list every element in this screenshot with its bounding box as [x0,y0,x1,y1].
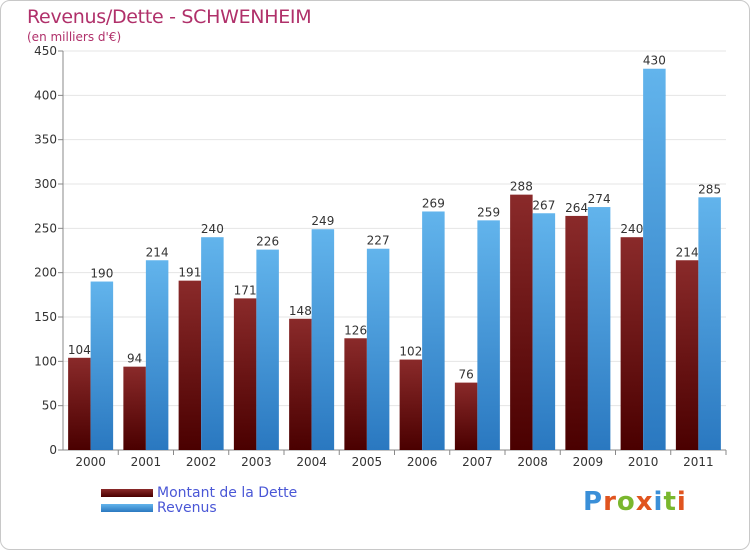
revenue-bar [643,68,666,450]
debt-bar [123,366,146,450]
debt-value-label: 76 [458,368,473,382]
x-tick-label: 2008 [517,455,548,469]
debt-value-label: 126 [344,323,367,337]
proxiti-logo-letter: t [663,487,677,517]
x-tick-label: 2003 [241,455,272,469]
revenue-bar [145,260,169,450]
x-tick-label: 2011 [683,455,714,469]
legend: Montant de la Dette Revenus [101,484,298,516]
proxiti-logo-letter: o [616,487,636,517]
revenue-bar [256,249,279,450]
debt-bar [675,260,699,450]
y-tick-label: 50 [42,399,57,413]
debt-value-label: 288 [510,180,533,194]
revenue-bar [90,281,114,450]
revenue-value-label: 430 [643,54,666,68]
chart-title: Revenus/Dette - SCHWENHEIM [27,6,312,28]
chart-subtitle: (en milliers d'€) [27,30,122,44]
legend-item-debt: Montant de la Dette [101,484,298,501]
debt-bar [565,215,588,450]
legend-item-revenue: Revenus [101,499,297,516]
x-tick-label: 2010 [628,455,659,469]
debt-value-label: 171 [234,283,257,297]
revenue-value-label: 226 [256,235,279,249]
bars [68,68,721,450]
debt-bar [233,298,257,450]
x-tick-label: 2006 [407,455,438,469]
revenue-value-label: 267 [532,198,555,212]
debt-value-label: 94 [127,352,142,366]
debt-value-label: 214 [676,245,699,259]
revenue-value-label: 274 [588,192,611,206]
legend-label-debt: Montant de la Dette [157,484,298,501]
revenue-value-label: 190 [90,267,113,281]
debt-bar [68,357,91,450]
y-tick-label: 250 [34,221,57,235]
y-tick-label: 200 [34,266,57,280]
revenue-bar [201,237,224,450]
x-tick-label: 2004 [296,455,327,469]
legend-label-revenue: Revenus [157,499,217,516]
debt-value-label: 191 [178,266,201,280]
grid-lines [63,50,726,407]
revenue-bar [366,248,390,450]
revenue-value-label: 227 [367,234,390,248]
revenue-value-label: 249 [311,214,334,228]
data-labels: 104 190 94 214 191 240 171 226 148 249 126 227 102 26… [68,54,721,382]
revenue-value-label: 214 [146,245,169,259]
x-tick-label: 2007 [462,455,493,469]
revenue-value-label: 240 [201,222,224,236]
debt-bar [454,382,478,450]
legend-swatch-revenue [101,503,153,512]
y-tick-label: 400 [34,88,57,102]
legend-swatch-debt [101,488,153,497]
x-tick-label: 2005 [352,455,383,469]
revenue-bar [532,213,556,450]
debt-bar [178,280,202,450]
revenue-value-label: 259 [477,205,500,219]
y-tick-label: 0 [49,443,57,457]
proxiti-logo-letter: i [676,487,687,517]
debt-value-label: 240 [620,222,643,236]
revenue-bar [422,211,445,450]
debt-value-label: 102 [399,345,422,359]
revenue-bar [587,207,611,450]
revenue-bar [311,229,335,450]
x-tick-label: 2009 [573,455,604,469]
debt-value-label: 104 [68,343,91,357]
proxiti-logo-letter: x [635,487,654,517]
y-tick-label: 150 [34,310,57,324]
revenue-bar [698,197,721,450]
x-tick-label: 2001 [131,455,162,469]
y-tick-label: 450 [34,44,57,58]
revenue-value-label: 285 [698,182,721,196]
x-tick-label: 2002 [186,455,217,469]
debt-value-label: 148 [289,304,312,318]
debt-bar [289,318,312,450]
debt-bar [510,194,533,450]
debt-bar [399,359,423,450]
proxiti-logo: Proxiti [583,487,687,517]
y-tick-label: 100 [34,354,57,368]
revenue-bar [477,220,500,450]
proxiti-logo-letter: r [603,487,617,517]
proxiti-logo-letter: P [583,487,604,517]
x-tick-label: 2000 [75,455,106,469]
proxiti-logo-letter: i [653,487,664,517]
y-tick-label: 300 [34,177,57,191]
debt-bar [620,237,644,450]
y-tick-label: 350 [34,133,57,147]
axes: 0 50 100 150 200 250 300 350 400 450 2000 2001 2002 2… [34,44,727,469]
debt-bar [344,338,367,450]
revenue-value-label: 269 [422,196,445,210]
debt-value-label: 264 [565,201,588,215]
